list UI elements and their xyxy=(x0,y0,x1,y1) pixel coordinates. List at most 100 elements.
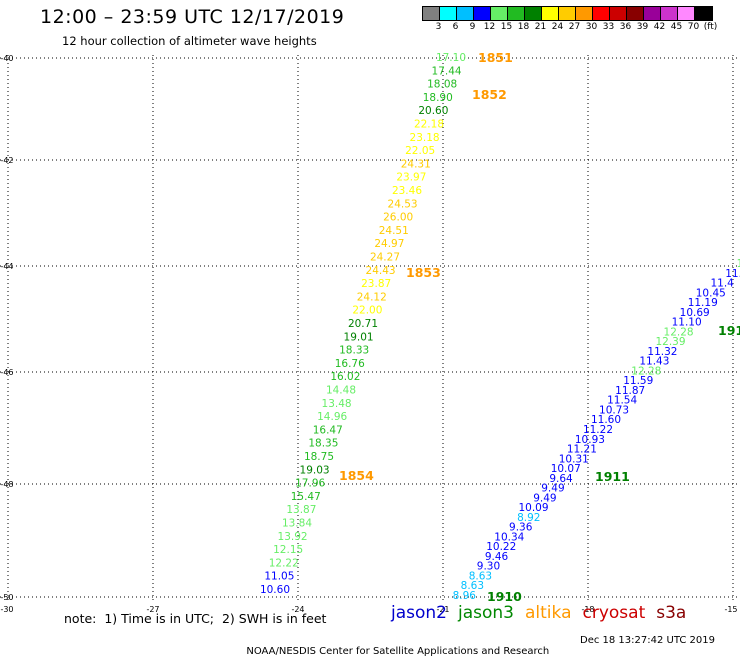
wave-height-value: 11.60 xyxy=(591,414,621,426)
pass-time-label: 1852 xyxy=(472,87,507,102)
wave-height-value: 24.43 xyxy=(366,265,396,277)
color-scale-tick: 70 xyxy=(687,22,700,32)
wave-height-value: 12.39 xyxy=(655,336,685,348)
wave-height-value: 12.28 xyxy=(631,365,661,377)
color-swatch xyxy=(559,7,576,20)
wave-height-value: 10.34 xyxy=(494,531,524,543)
altimeter-track-b: 1211.11.410.4511.1910.6911.1012.2812.391… xyxy=(453,258,740,604)
wave-height-value: 9.36 xyxy=(509,522,533,534)
color-swatch xyxy=(678,7,695,20)
wave-height-value: 10.69 xyxy=(680,307,710,319)
color-swatch xyxy=(542,7,559,20)
color-scale-ticks: 3 6 9 12 15 18 21 24 27 30 33 36 39 42 45 70 (ft) xyxy=(422,22,740,34)
x-axis-label: -21 xyxy=(436,605,449,614)
wave-height-value: 17.44 xyxy=(432,65,462,77)
x-axis-label: -15 xyxy=(724,605,737,614)
color-swatch xyxy=(423,7,440,20)
wave-height-value: 15.47 xyxy=(291,491,321,503)
wave-height-value: 18.08 xyxy=(427,79,457,91)
color-swatch xyxy=(695,7,712,20)
color-swatch xyxy=(661,7,678,20)
color-scale-tick: 24 xyxy=(551,22,564,32)
wave-height-value: 11.43 xyxy=(639,356,669,368)
wave-height-value: 13.48 xyxy=(322,398,352,410)
color-scale-tick: 42 xyxy=(653,22,666,32)
wave-height-value: 11.87 xyxy=(615,385,645,397)
color-scale-tick: 9 xyxy=(469,22,476,32)
y-axis-label: -44 xyxy=(0,262,13,271)
color-scale-tick: 15 xyxy=(500,22,513,32)
mission-legend: jason2 jason3 altika cryosat s3a xyxy=(391,603,697,623)
color-scale-tick: 18 xyxy=(517,22,530,32)
map-grid xyxy=(0,55,740,603)
wave-height-value: 10.73 xyxy=(599,404,629,416)
y-axis-label: -40 xyxy=(0,54,13,63)
x-axis-label: -27 xyxy=(146,605,159,614)
wave-height-value: 11.21 xyxy=(567,444,597,456)
color-scale-tick: 45 xyxy=(670,22,683,32)
footer-credit: NOAA/NESDIS Center for Satellite Applica… xyxy=(246,646,550,657)
wave-height-value: 11.10 xyxy=(672,317,702,329)
wave-height-value: 24.12 xyxy=(357,291,387,303)
wave-height-value: 14.48 xyxy=(326,385,356,397)
wave-height-value: 23.46 xyxy=(392,185,422,197)
wave-height-value: 13.87 xyxy=(286,504,316,516)
wave-height-value: 16.76 xyxy=(335,358,365,370)
wave-height-value: 13.92 xyxy=(278,531,308,543)
color-swatch xyxy=(576,7,593,20)
wave-height-value: 12 xyxy=(737,258,740,270)
wave-height-value: 11.54 xyxy=(607,395,637,407)
color-scale-tick: 12 xyxy=(483,22,496,32)
wave-height-value: 8.92 xyxy=(517,512,540,524)
wave-height-value: 9.49 xyxy=(533,492,556,504)
color-swatch xyxy=(627,7,644,20)
y-axis-label: -50 xyxy=(0,593,13,602)
color-scale-tick: 3 xyxy=(435,22,442,32)
x-axis-label: -18 xyxy=(581,605,594,614)
color-swatch xyxy=(644,7,661,20)
wave-height-value: 10.31 xyxy=(559,453,589,465)
units-note: note: 1) Time is in UTC; 2) SWH is in fe… xyxy=(64,611,327,626)
mission-legend-item: jason3 xyxy=(458,603,514,623)
color-swatch xyxy=(610,7,627,20)
pass-time-label: 1854 xyxy=(339,468,374,483)
wave-height-value: 20.71 xyxy=(348,318,378,330)
wave-height-value: 18.90 xyxy=(423,92,453,104)
color-scale-tick: 30 xyxy=(585,22,598,32)
color-scale-tick: 27 xyxy=(568,22,581,32)
color-scale-tick: 33 xyxy=(602,22,615,32)
wave-height-value: 8.63 xyxy=(461,580,484,592)
wave-height-value: 18.75 xyxy=(304,451,334,463)
wave-height-value: 18.33 xyxy=(339,345,369,357)
color-swatch xyxy=(440,7,457,20)
pass-time-label: 191 xyxy=(718,323,740,338)
color-scale-tick: 6 xyxy=(452,22,459,32)
wave-height-value: 17.10 xyxy=(436,52,466,64)
pass-time-label: 1853 xyxy=(406,265,441,280)
wave-height-map: -27 -24 -21 -18 -15 -40 -42 -44 -46 -48 -50 -30 17.… xyxy=(0,50,740,614)
wave-height-value: 9.49 xyxy=(541,483,564,495)
wave-height-value: 11.59 xyxy=(623,375,653,387)
wave-height-value: 18.35 xyxy=(308,438,338,450)
wave-height-value: 24.51 xyxy=(379,225,409,237)
wave-height-value: 23.87 xyxy=(361,278,391,290)
wave-height-value: 10.09 xyxy=(518,502,548,514)
wave-height-value: 24.53 xyxy=(388,198,418,210)
wave-height-value: 11.32 xyxy=(647,346,677,358)
color-swatch xyxy=(508,7,525,20)
wave-height-value: 16.02 xyxy=(330,371,360,383)
wave-height-value: 26.00 xyxy=(383,212,413,224)
mission-legend-item: jason2 xyxy=(391,603,447,623)
y-axis-label: -46 xyxy=(0,368,13,377)
wave-height-value: 11.05 xyxy=(264,571,294,583)
pass-time-label: 1911 xyxy=(595,469,630,484)
color-swatch xyxy=(593,7,610,20)
color-scale-bar xyxy=(422,6,713,21)
wave-height-value: 23.18 xyxy=(410,132,440,144)
wave-height-value: 11.22 xyxy=(583,424,613,436)
wave-height-value: 10.45 xyxy=(696,287,726,299)
wave-height-value: 11.19 xyxy=(688,297,718,309)
wave-height-value: 16.47 xyxy=(313,424,343,436)
axis-labels: -27 -24 -21 -18 -15 -40 -42 -44 -46 -48 -50 -30 xyxy=(0,54,737,614)
